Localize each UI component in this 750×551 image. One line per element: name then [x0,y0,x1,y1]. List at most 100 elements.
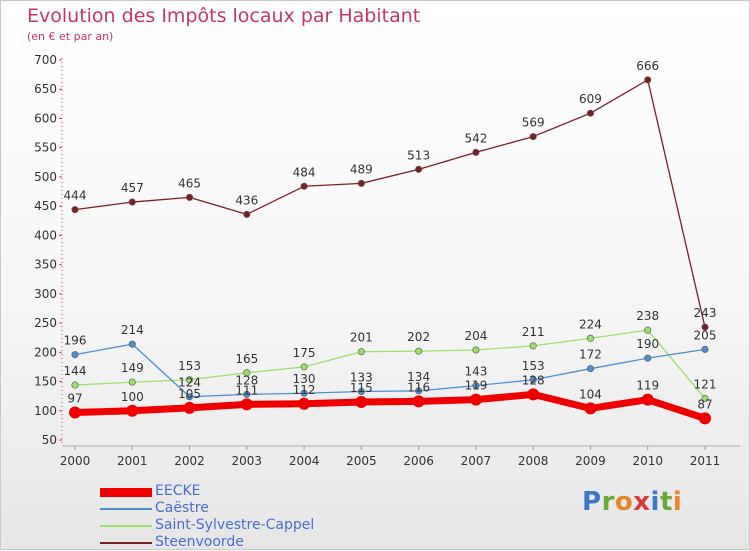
data-point [186,393,194,401]
legend-item: EECKE [100,483,400,500]
x-tick-label: 2005 [346,454,377,468]
y-tick-label: 250 [34,316,57,330]
legend-swatch [100,525,152,527]
data-label: 172 [579,348,602,362]
data-label: 115 [350,381,373,395]
data-label: 444 [64,189,87,203]
data-point [586,365,594,373]
data-point [128,198,136,206]
y-tick-label: 350 [34,258,57,272]
logo-letter: t [659,487,673,517]
data-point [701,394,709,402]
data-point [415,165,423,173]
data-point [71,381,79,389]
data-point [699,412,711,425]
data-point [128,378,136,386]
data-label: 130 [293,372,316,386]
data-point [357,348,365,356]
data-label: 484 [293,165,316,179]
data-label: 175 [293,346,316,360]
data-point [472,148,480,156]
data-point [69,406,81,419]
data-label: 105 [178,387,201,401]
y-tick-label: 700 [34,53,57,67]
data-label: 224 [579,317,602,331]
series-line [74,329,706,399]
data-label: 133 [350,370,373,384]
legend-item: Steenvoorde [100,534,400,551]
data-label: 457 [121,181,144,195]
data-point [529,133,537,141]
data-point [527,388,540,401]
logo-letter: P [582,487,602,517]
x-tick-label: 2007 [461,454,492,468]
data-label: 214 [121,323,144,337]
data-point [529,342,537,350]
x-tick-label: 2002 [174,454,205,468]
data-label: 238 [636,309,659,323]
data-point [240,398,253,411]
data-label: 153 [178,359,201,373]
data-label: 128 [235,373,258,387]
data-point [412,395,425,408]
logo-letter: r [601,487,615,517]
y-tick-label: 50 [42,433,57,447]
data-label: 112 [293,383,316,397]
series-line [74,79,706,328]
data-label: 134 [407,370,430,384]
x-tick-label: 2009 [575,454,606,468]
data-label: 205 [694,328,717,342]
data-point [586,109,594,117]
x-tick-label: 2004 [289,454,320,468]
data-point [472,382,480,390]
data-point [644,354,652,362]
data-point [186,193,194,201]
data-point [415,347,423,355]
data-point [415,387,423,395]
data-label: 143 [464,365,487,379]
data-label: 436 [235,193,258,207]
y-tick-label: 550 [34,141,57,155]
data-point [298,397,311,410]
data-point [644,76,652,84]
legend-item: Saint-Sylvestre-Cappel [100,517,400,534]
x-tick-label: 2000 [60,454,91,468]
legend-swatch [100,508,152,510]
data-label: 513 [407,148,430,162]
series-line [74,390,707,422]
data-point [701,323,709,331]
y-tick-label: 100 [34,404,57,418]
data-point [529,376,537,384]
data-label: 190 [636,337,659,351]
data-label: 119 [464,379,487,393]
chart-subtitle: (en € et par an) [27,30,114,43]
data-point [357,179,365,187]
y-tick-label: 400 [34,228,57,242]
data-label: 204 [464,329,487,343]
y-tick-label: 300 [34,287,57,301]
y-tick-label: 500 [34,170,57,184]
legend-label: Steenvoorde [155,534,244,550]
legend-swatch [100,488,152,497]
data-point [126,404,139,417]
data-label: 243 [694,306,717,320]
data-point [644,326,652,334]
data-label: 542 [464,131,487,145]
y-tick-label: 450 [34,199,57,213]
data-point [357,387,365,395]
y-tick-label: 200 [34,345,57,359]
data-point [71,206,79,214]
data-point [186,376,194,384]
data-point [355,396,368,408]
y-tick-label: 150 [34,375,57,389]
data-label: 489 [350,162,373,176]
data-label: 211 [522,325,545,339]
logo-letter: i [672,487,683,517]
x-tick-label: 2006 [403,454,434,468]
x-tick-label: 2001 [117,454,148,468]
data-label: 128 [522,373,545,387]
data-point [472,346,480,354]
data-point [586,334,594,342]
